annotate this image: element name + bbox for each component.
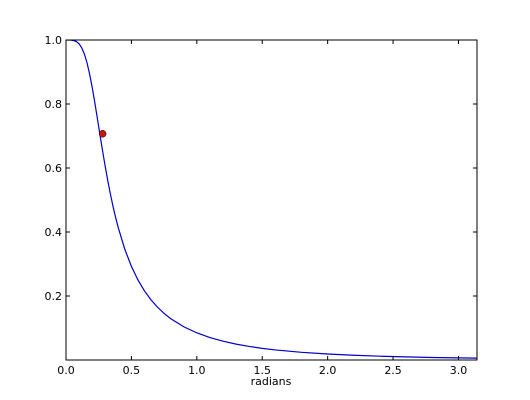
- x-axis-label: radians: [251, 375, 292, 388]
- y-tick-label: 0.4: [45, 226, 63, 239]
- x-tick-label: 2.0: [319, 364, 337, 377]
- x-tick-label: 0.0: [57, 364, 75, 377]
- x-tick-label: 0.5: [123, 364, 141, 377]
- highlight-marker: [98, 130, 107, 138]
- y-tick-label: 1.0: [45, 34, 63, 47]
- y-tick-label: 0.6: [45, 162, 63, 175]
- x-tick-label: 3.0: [450, 364, 468, 377]
- plot-frame: [65, 39, 478, 361]
- x-tick-label: 1.0: [188, 364, 206, 377]
- x-tick-label: 2.5: [384, 364, 402, 377]
- x-tick-label: 1.5: [253, 364, 271, 377]
- tick-labels: 0.0 0.5 1.0 1.5 2.0 2.5 3.0 0.2 0.4 0.6 0.8 1.0: [45, 34, 468, 377]
- y-tick-label: 0.2: [45, 290, 63, 303]
- y-tick-label: 0.8: [45, 98, 63, 111]
- series-line: [66, 40, 477, 359]
